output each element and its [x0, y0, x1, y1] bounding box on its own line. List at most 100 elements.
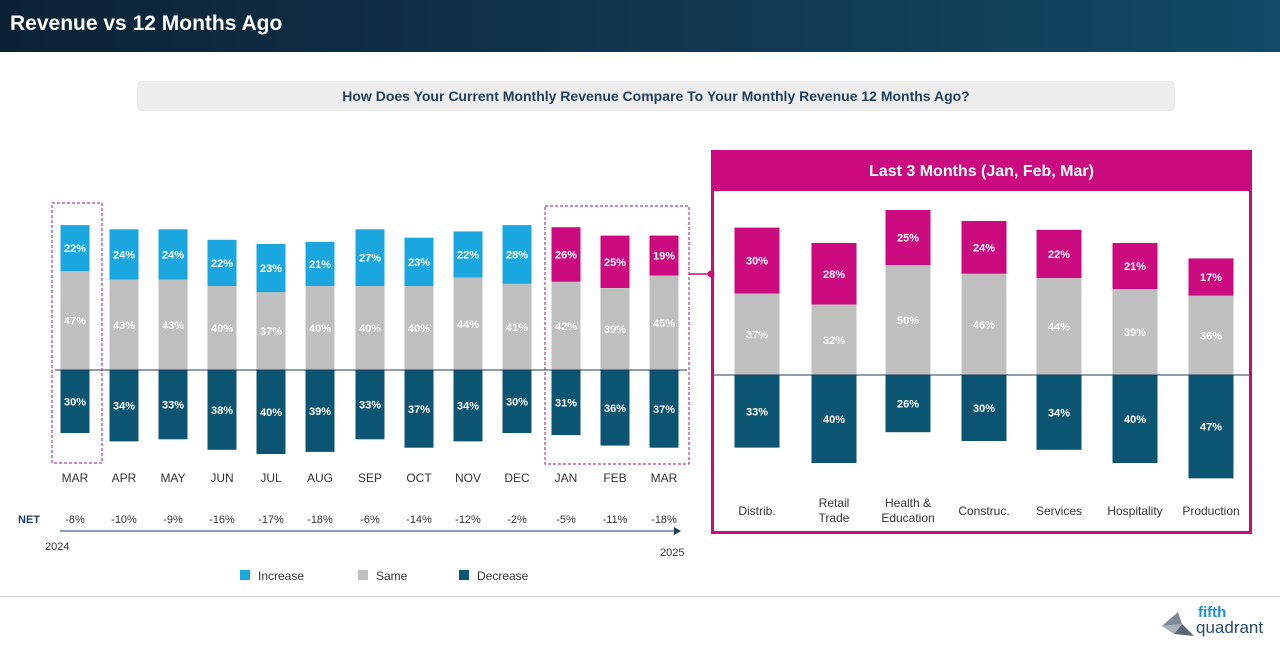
- data-label: 46%: [973, 319, 995, 331]
- bar-same-jun: [207, 286, 237, 370]
- sector-bar-increase-production: [1188, 258, 1234, 296]
- data-label: 47%: [64, 316, 86, 328]
- x-tick-label: APR: [112, 471, 137, 485]
- bar-decrease-jun: [207, 370, 237, 450]
- bar-decrease-apr: [109, 370, 139, 442]
- year-end-label: 2025: [660, 547, 684, 559]
- last-3-months-panel: Last 3 Months (Jan, Feb, Mar): [711, 150, 1252, 534]
- survey-question: How Does Your Current Monthly Revenue Co…: [137, 81, 1175, 111]
- bar-decrease-dec: [502, 370, 532, 433]
- data-label: 28%: [823, 269, 845, 281]
- net-label: NET: [18, 514, 40, 526]
- bar-increase-aug: [305, 241, 335, 286]
- bar-same-sep: [355, 286, 385, 370]
- sector-bar-same-services: [1036, 278, 1082, 375]
- x-tick-label: FEB: [603, 471, 626, 485]
- bar-decrease-feb: [600, 370, 630, 446]
- bar-same-may: [158, 279, 188, 370]
- sector-tick-label: Services: [1036, 504, 1082, 518]
- legend-label-increase: Increase: [258, 569, 304, 583]
- data-label: 41%: [506, 322, 528, 334]
- sector-bar-increase-health-education: [885, 210, 931, 265]
- data-label: 26%: [897, 399, 919, 411]
- bar-decrease-jul: [256, 370, 286, 454]
- bar-increase-jul: [256, 244, 286, 293]
- bar-increase-dec: [502, 225, 532, 284]
- bar-same-jul: [256, 292, 286, 370]
- bar-same-jan: [551, 281, 581, 370]
- data-label: 44%: [1048, 322, 1070, 334]
- data-label: 23%: [260, 263, 282, 275]
- data-label: 40%: [260, 407, 282, 419]
- data-label: 40%: [211, 323, 233, 335]
- timeline-arrowhead-icon: [674, 527, 681, 535]
- data-label: 34%: [1048, 407, 1070, 419]
- legend-swatch-same: [358, 570, 368, 580]
- sector-bar-decrease-production: [1188, 375, 1234, 479]
- data-label: 30%: [64, 397, 86, 409]
- x-tick-label: NOV: [455, 471, 481, 485]
- net-value: -18%: [307, 514, 333, 526]
- data-label: 28%: [506, 250, 528, 262]
- data-label: 39%: [309, 406, 331, 418]
- x-tick-label: MAR: [651, 471, 678, 485]
- logo-text-fifth: fifth: [1198, 604, 1227, 621]
- data-label: 37%: [653, 404, 675, 416]
- data-label: 43%: [162, 320, 184, 332]
- data-label: 30%: [973, 403, 995, 415]
- sector-tick-label: Retail: [819, 496, 850, 510]
- x-tick-label: JUL: [260, 471, 282, 485]
- sector-tick-label: Construc.: [958, 504, 1009, 518]
- net-value: -14%: [406, 514, 432, 526]
- data-label: 32%: [823, 335, 845, 347]
- bar-same-feb: [600, 288, 630, 370]
- sector-bar-increase-distrib: [734, 227, 780, 294]
- data-label: 24%: [973, 242, 995, 254]
- bar-decrease-sep: [355, 370, 385, 440]
- net-value: -9%: [163, 514, 183, 526]
- net-value: -6%: [360, 514, 380, 526]
- bar-same-apr: [109, 279, 139, 370]
- bar-same-aug: [305, 286, 335, 370]
- data-label: 40%: [408, 323, 430, 335]
- year-start-label: 2024: [45, 541, 69, 553]
- data-label: 26%: [555, 250, 577, 262]
- data-label: 40%: [359, 323, 381, 335]
- bar-same-mar: [649, 275, 679, 370]
- data-label: 34%: [457, 401, 479, 413]
- data-label: 47%: [1200, 422, 1222, 434]
- data-label: 40%: [823, 414, 845, 426]
- bar-same-dec: [502, 283, 532, 370]
- bar-same-nov: [453, 277, 483, 370]
- bar-decrease-oct: [404, 370, 434, 448]
- bar-decrease-mar: [649, 370, 679, 448]
- bar-increase-apr: [109, 229, 139, 280]
- data-label: 45%: [653, 318, 675, 330]
- data-label: 42%: [555, 321, 577, 333]
- sector-tick-label: Trade: [819, 511, 850, 525]
- header-bar: Revenue vs 12 Months Ago: [0, 0, 1280, 52]
- net-value: -11%: [603, 514, 628, 526]
- data-label: 37%: [746, 329, 768, 341]
- x-tick-label: JAN: [555, 471, 578, 485]
- data-label: 25%: [897, 233, 919, 245]
- data-label: 33%: [359, 400, 381, 412]
- sector-bar-same-health-education: [885, 265, 931, 375]
- sector-bar-decrease-hospitality: [1112, 375, 1158, 463]
- x-tick-label: MAY: [160, 471, 185, 485]
- data-label: 21%: [309, 259, 331, 271]
- bar-increase-nov: [453, 231, 483, 278]
- data-label: 30%: [506, 397, 528, 409]
- data-label: 43%: [113, 320, 135, 332]
- x-tick-label: OCT: [406, 471, 432, 485]
- data-label: 24%: [162, 250, 184, 262]
- data-label: 34%: [113, 401, 135, 413]
- data-label: 22%: [1048, 249, 1070, 261]
- sector-bar-decrease-services: [1036, 375, 1082, 450]
- bar-decrease-nov: [453, 370, 483, 442]
- fifth-quadrant-logo: fifth quadrant: [1160, 604, 1270, 642]
- bar-decrease-may: [158, 370, 188, 440]
- data-label: 33%: [162, 400, 184, 412]
- sector-tick-label: Production: [1182, 504, 1239, 518]
